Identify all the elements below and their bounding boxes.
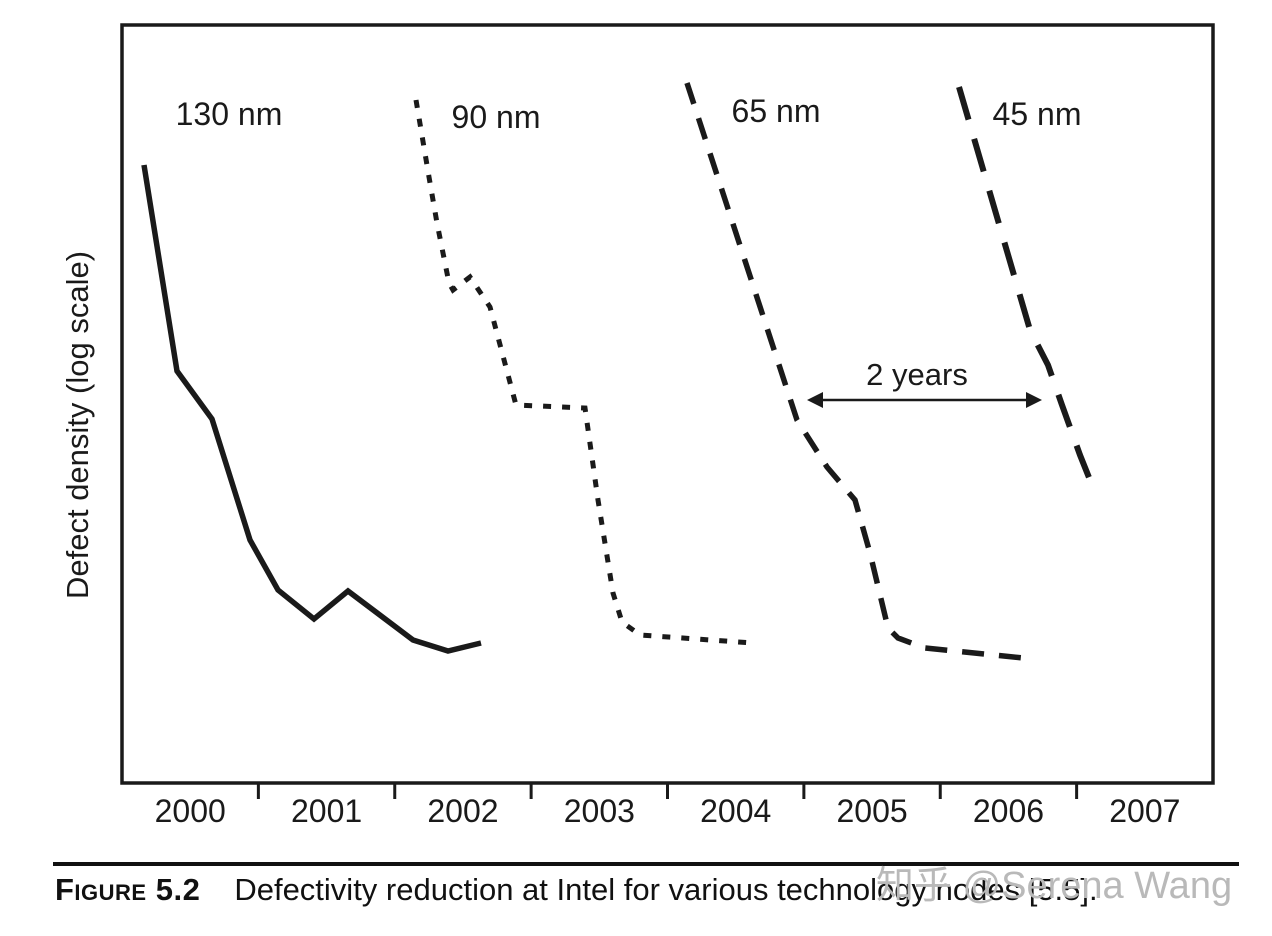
figure-caption: Figure 5.2 Defectivity reduction at Intel… <box>55 872 1098 908</box>
series-label-90-nm: 90 nm <box>452 99 541 135</box>
series-line-65-nm <box>684 82 1024 661</box>
caption-rule <box>53 862 1239 866</box>
x-tick-label: 2001 <box>291 793 362 829</box>
caption-text: Defectivity reduction at Intel for vario… <box>234 872 1098 907</box>
x-tick-label: 2003 <box>564 793 635 829</box>
series-label-65-nm: 65 nm <box>732 93 821 129</box>
series-line-45-nm <box>956 86 1099 497</box>
x-tick-label: 2007 <box>1109 793 1180 829</box>
arrowhead-left <box>807 392 823 408</box>
arrowhead-right <box>1026 392 1042 408</box>
x-tick-label: 2005 <box>836 793 907 829</box>
series-layer: 130 nm 90 nm 65 nm 45 nm <box>141 82 1099 661</box>
series-label-130-nm: 130 nm <box>176 96 283 132</box>
figure-number: Figure 5.2 <box>55 872 201 907</box>
two-years-annotation: 2 years <box>807 357 1042 408</box>
series-line-130-nm <box>141 164 482 654</box>
x-tick-label: 2002 <box>427 793 498 829</box>
x-tick-label: 2006 <box>973 793 1044 829</box>
x-axis: 2000 2001 2002 2003 2004 2005 2006 2007 <box>155 783 1180 829</box>
two-years-label: 2 years <box>866 357 968 392</box>
series-line-90-nm <box>413 99 754 646</box>
series-label-45-nm: 45 nm <box>993 96 1082 132</box>
x-tick-label: 2004 <box>700 793 771 829</box>
x-tick-label: 2000 <box>155 793 226 829</box>
watermark: 知乎 @Serena Wang <box>876 865 1233 907</box>
y-axis-label: Defect density (log scale) <box>60 251 95 599</box>
plot-border <box>120 23 1215 785</box>
